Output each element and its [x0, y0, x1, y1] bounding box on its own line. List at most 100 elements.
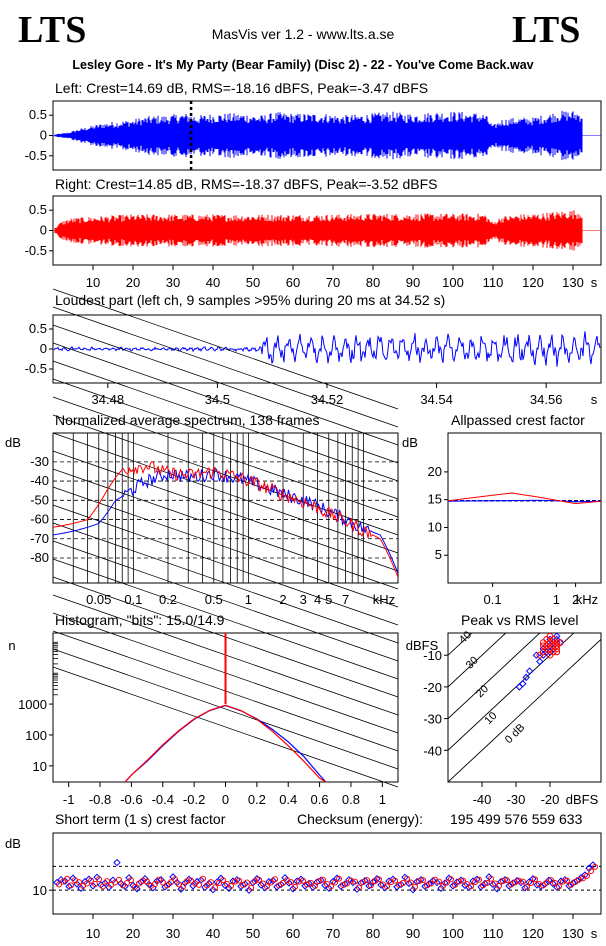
short-term-crest-point-right [316, 878, 322, 885]
histogram-xtick-label: -1 [63, 792, 75, 807]
short-term-crest-point-right [356, 884, 362, 891]
short-term-crest-point-right [540, 882, 546, 889]
histogram-series-right [124, 704, 327, 783]
short-term-crest-point-left [65, 882, 73, 891]
short-term-crest-point-left [565, 882, 573, 890]
avg-spectrum-slope [52, 360, 399, 482]
short-term-crest-point-right [164, 882, 170, 889]
short-term-crest-point-right [188, 877, 194, 884]
avg-spectrum-xtick-label: 7 [342, 592, 349, 607]
short-term-crest-point-right [304, 881, 310, 888]
short-term-crest-point-left [397, 880, 405, 889]
right-waveform-xtick-label: 50 [246, 275, 260, 290]
loudest-part-xtick-label: 34.48 [92, 392, 125, 407]
allpassed-crest-ytick-label: 20 [428, 464, 442, 479]
short-term-crest-point-left [409, 885, 417, 894]
short-term-crest-xunit: s [591, 926, 598, 941]
short-term-crest-point-right [344, 880, 350, 887]
short-term-crest-point-left [161, 883, 169, 891]
short-term-crest-point-right [320, 876, 326, 883]
avg-spectrum-ytick-label: -30 [30, 454, 49, 469]
right-waveform-title: Right: Crest=14.85 dB, RMS=-18.37 dBFS, … [55, 176, 438, 192]
short-term-crest-point-left [89, 882, 97, 890]
peak-vs-rms-ytick-label: -40 [423, 743, 442, 758]
short-term-crest-point-right [180, 883, 186, 890]
short-term-crest-point-left [433, 878, 441, 887]
short-term-crest-point-right [168, 879, 174, 886]
short-term-crest-point-right [84, 880, 90, 887]
short-term-crest-point-right [300, 877, 306, 884]
peak-vs-rms-diagonal [448, 633, 541, 720]
short-term-crest-xtick-label: 90 [406, 926, 420, 941]
short-term-crest-point-right [564, 877, 570, 884]
histogram-xtick-label: 0.8 [342, 792, 360, 807]
short-term-crest-point-right [592, 863, 598, 870]
avg-spectrum-xtick-label: 0.2 [159, 592, 177, 607]
short-term-crest-point-right [388, 879, 394, 886]
peak-vs-rms-diagonal-label: 0 dB [503, 722, 527, 746]
avg-spectrum-xtick-label: 2 [279, 592, 286, 607]
short-term-crest-point-left [365, 882, 373, 890]
short-term-crest-point-right [160, 879, 166, 886]
short-term-crest-point-right [128, 877, 134, 884]
short-term-crest-point-right [364, 877, 370, 884]
short-term-crest-point-right [504, 877, 510, 884]
short-term-crest-point-right [136, 880, 142, 887]
avg-spectrum-ytick-label: -50 [30, 492, 49, 507]
peak-vs-rms-frame [447, 632, 602, 783]
short-term-crest-xtick-label: 80 [366, 926, 380, 941]
avg-spectrum-slope [52, 522, 399, 644]
avg-spectrum-ylabel: dB [5, 435, 21, 450]
short-term-crest-xtick-label: 10 [86, 926, 100, 941]
short-term-crest-point-right [348, 877, 354, 884]
short-term-crest-point-right [208, 879, 214, 886]
peak-vs-rms-diagonal-label: 20 [474, 683, 491, 700]
loudest-part-frame [52, 314, 602, 384]
avg-spectrum-slope [52, 450, 399, 572]
short-term-crest-point-left [225, 884, 233, 892]
peak-vs-rms-point-right [546, 651, 554, 659]
short-term-crest-point-right [536, 880, 542, 887]
short-term-crest-point-right [476, 876, 482, 883]
histogram-title: Histogram, "bits": 15.0/14.9 [55, 612, 225, 628]
loudest-part-title: Loudest part (left ch, 9 samples >95% du… [55, 292, 446, 308]
short-term-crest-point-left [449, 882, 457, 890]
short-term-crest-point-right [296, 878, 302, 885]
peak-vs-rms-point-right [553, 645, 561, 653]
histogram-xtick-label: -0.6 [120, 792, 142, 807]
left-waveform-ytick-label: 0 [40, 128, 47, 143]
histogram-xtick-label: 0.2 [248, 792, 266, 807]
allpassed-crest-ytick-label: 5 [435, 547, 442, 562]
short-term-crest-point-right [588, 868, 594, 875]
short-term-crest-point-right [244, 879, 250, 886]
short-term-crest-point-right [576, 876, 582, 883]
short-term-crest-point-right [264, 883, 270, 890]
avg-spectrum-title: Normalized average spectrum, 138 frames [55, 412, 320, 428]
left-waveform-title: Left: Crest=14.69 dB, RMS=-18.16 dBFS, P… [55, 80, 429, 96]
short-term-crest-point-right [172, 876, 178, 883]
avg-spectrum-slope [52, 648, 399, 770]
short-term-crest-point-right [292, 883, 298, 890]
avg-spectrum-slope [52, 432, 399, 554]
peak-vs-rms-point-left [525, 667, 534, 675]
short-term-crest-point-left [493, 885, 501, 893]
right-waveform-xtick-label: 40 [206, 275, 220, 290]
short-term-crest-point-right [452, 881, 458, 888]
short-term-crest-point-right [104, 878, 110, 885]
peak-vs-rms-diagonal [448, 633, 575, 751]
short-term-crest-point-right [516, 877, 522, 884]
avg-spectrum-xtick-label: 1 [245, 592, 252, 607]
peak-vs-rms-point-right [550, 639, 557, 646]
short-term-crest-point-right [280, 880, 286, 887]
short-term-crest-point-right [368, 882, 374, 889]
short-term-crest-point-right [584, 872, 590, 879]
short-term-crest-point-right [428, 880, 434, 887]
peak-vs-rms-diagonal [448, 638, 601, 782]
allpassed-crest-frame [447, 432, 602, 584]
short-term-crest-point-left [437, 884, 445, 892]
avg-spectrum-frame [52, 432, 399, 584]
right-waveform-xtick-label: 10 [86, 275, 100, 290]
short-term-crest-point-right [444, 879, 450, 886]
short-term-crest-xtick-label: 120 [522, 926, 544, 941]
short-term-crest-point-right [400, 880, 406, 887]
